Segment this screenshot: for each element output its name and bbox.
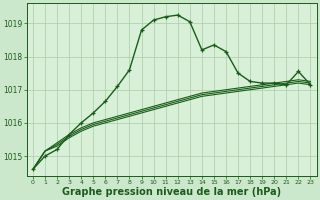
X-axis label: Graphe pression niveau de la mer (hPa): Graphe pression niveau de la mer (hPa) — [62, 187, 281, 197]
